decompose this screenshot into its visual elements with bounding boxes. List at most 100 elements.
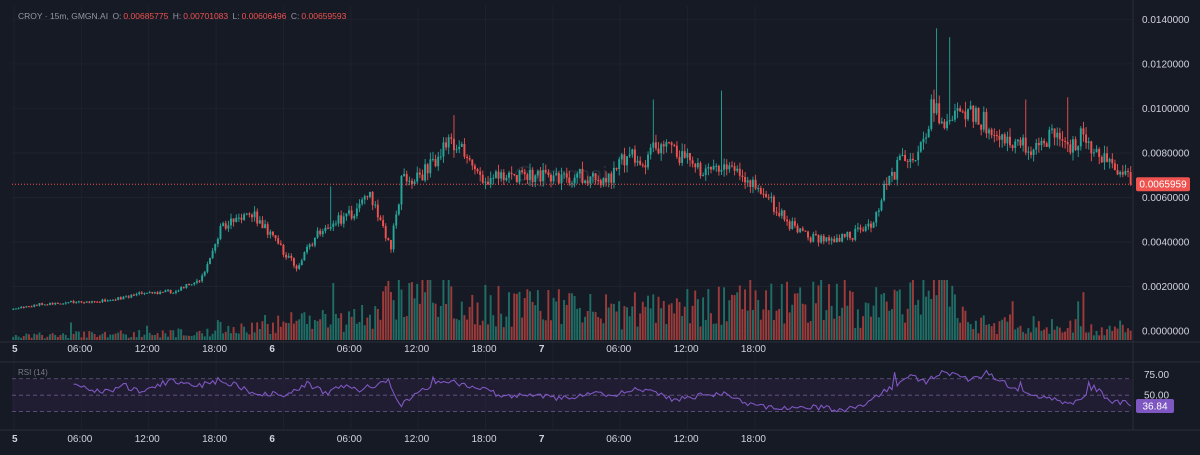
candle-body (633, 149, 636, 163)
candle-body (1001, 134, 1004, 140)
volume-bar (445, 304, 448, 340)
candle-body (568, 177, 571, 184)
candle-body (434, 159, 437, 167)
candle-body (710, 167, 712, 170)
candle-body (623, 154, 626, 166)
candle-body (586, 180, 589, 184)
candle-body (164, 290, 167, 293)
volume-bar (1121, 324, 1124, 340)
volume-bar (295, 320, 298, 340)
volume-bar (793, 293, 796, 340)
rsi-time-tick-label: 6 (269, 434, 275, 445)
volume-bar (340, 313, 343, 340)
volume-bar (668, 304, 670, 340)
volume-bar (1053, 329, 1056, 340)
volume-bar (759, 319, 762, 340)
volume-bar (83, 331, 86, 340)
volume-bar (292, 323, 295, 340)
volume-bar (290, 312, 293, 340)
volume-bar (43, 338, 46, 340)
rsi-pane: 36.84 (12, 369, 1174, 413)
candle-body (828, 237, 830, 241)
volume-bar (560, 324, 563, 340)
volume-bar (429, 280, 432, 340)
candle-body (649, 147, 652, 155)
candle-body (481, 174, 484, 183)
volume-bar (901, 314, 904, 340)
candle-body (174, 291, 177, 293)
volume-bar (313, 320, 316, 340)
time-tick-label: 18:00 (202, 344, 227, 355)
candle-body (668, 142, 670, 144)
volume-bar (654, 322, 657, 340)
volume-bar (282, 321, 285, 340)
volume-bar (30, 337, 33, 340)
volume-bar (715, 323, 718, 340)
candle-body (437, 156, 440, 167)
volume-bar (909, 282, 912, 340)
candle-body (198, 280, 201, 282)
candle-body (392, 225, 395, 250)
volume-bar (1040, 330, 1043, 340)
volume-bar (854, 327, 857, 340)
volume-bar (421, 280, 424, 340)
volume-bar (812, 281, 815, 340)
candle-body (332, 223, 335, 227)
candle-body (190, 284, 193, 286)
candle-body (206, 264, 209, 272)
close-value: 0.00659593 (301, 11, 347, 21)
candle-body (1016, 139, 1019, 142)
volume-bar (209, 336, 211, 340)
volume-bar (463, 315, 466, 340)
volume-bar (203, 336, 206, 340)
volume-bar (995, 334, 998, 340)
candle-body (602, 178, 605, 186)
volume-bar (817, 285, 820, 340)
candle-body (919, 142, 922, 152)
volume-bar (248, 334, 251, 340)
volume-bar (38, 332, 41, 340)
candle-body (111, 299, 114, 301)
volume-bar (568, 293, 571, 340)
candle-body (948, 119, 951, 122)
volume-bar (237, 333, 240, 340)
volume-bar (25, 333, 28, 340)
volume-bar (927, 290, 930, 340)
volume-bar (75, 331, 78, 340)
candle-body (969, 105, 972, 110)
volume-bar (733, 295, 736, 340)
candle-body (964, 111, 967, 120)
candle-body (665, 142, 668, 147)
candle-body (799, 228, 802, 233)
volume-bar (704, 320, 707, 340)
candle-body (156, 292, 159, 295)
candle-body (772, 196, 775, 212)
volume-bar (584, 316, 587, 340)
candle-body (547, 172, 550, 175)
volume-bar (725, 321, 728, 340)
candle-body (817, 234, 820, 243)
candle-body (473, 165, 476, 170)
candle-body (311, 244, 314, 246)
volume-bar (877, 317, 880, 340)
time-tick-label: 6 (269, 344, 275, 355)
volume-bar (977, 333, 980, 340)
candle-body (917, 151, 920, 161)
volume-bar (466, 319, 468, 340)
volume-bar (395, 319, 398, 340)
price-tick-label: 0.0060000 (1142, 193, 1190, 204)
candle-body (833, 238, 836, 243)
candle-body (985, 111, 988, 134)
volume-bar (689, 323, 691, 340)
volume-bar (967, 322, 969, 340)
candle-body (893, 171, 896, 180)
candle-body (793, 221, 796, 226)
rsi-line (73, 369, 1132, 413)
rsi-last-tag (1136, 398, 1174, 413)
candle-body (518, 170, 521, 183)
volume-bar (85, 337, 88, 340)
volume-bar (1085, 332, 1088, 340)
candle-body (988, 129, 990, 134)
volume-bar (172, 330, 175, 340)
